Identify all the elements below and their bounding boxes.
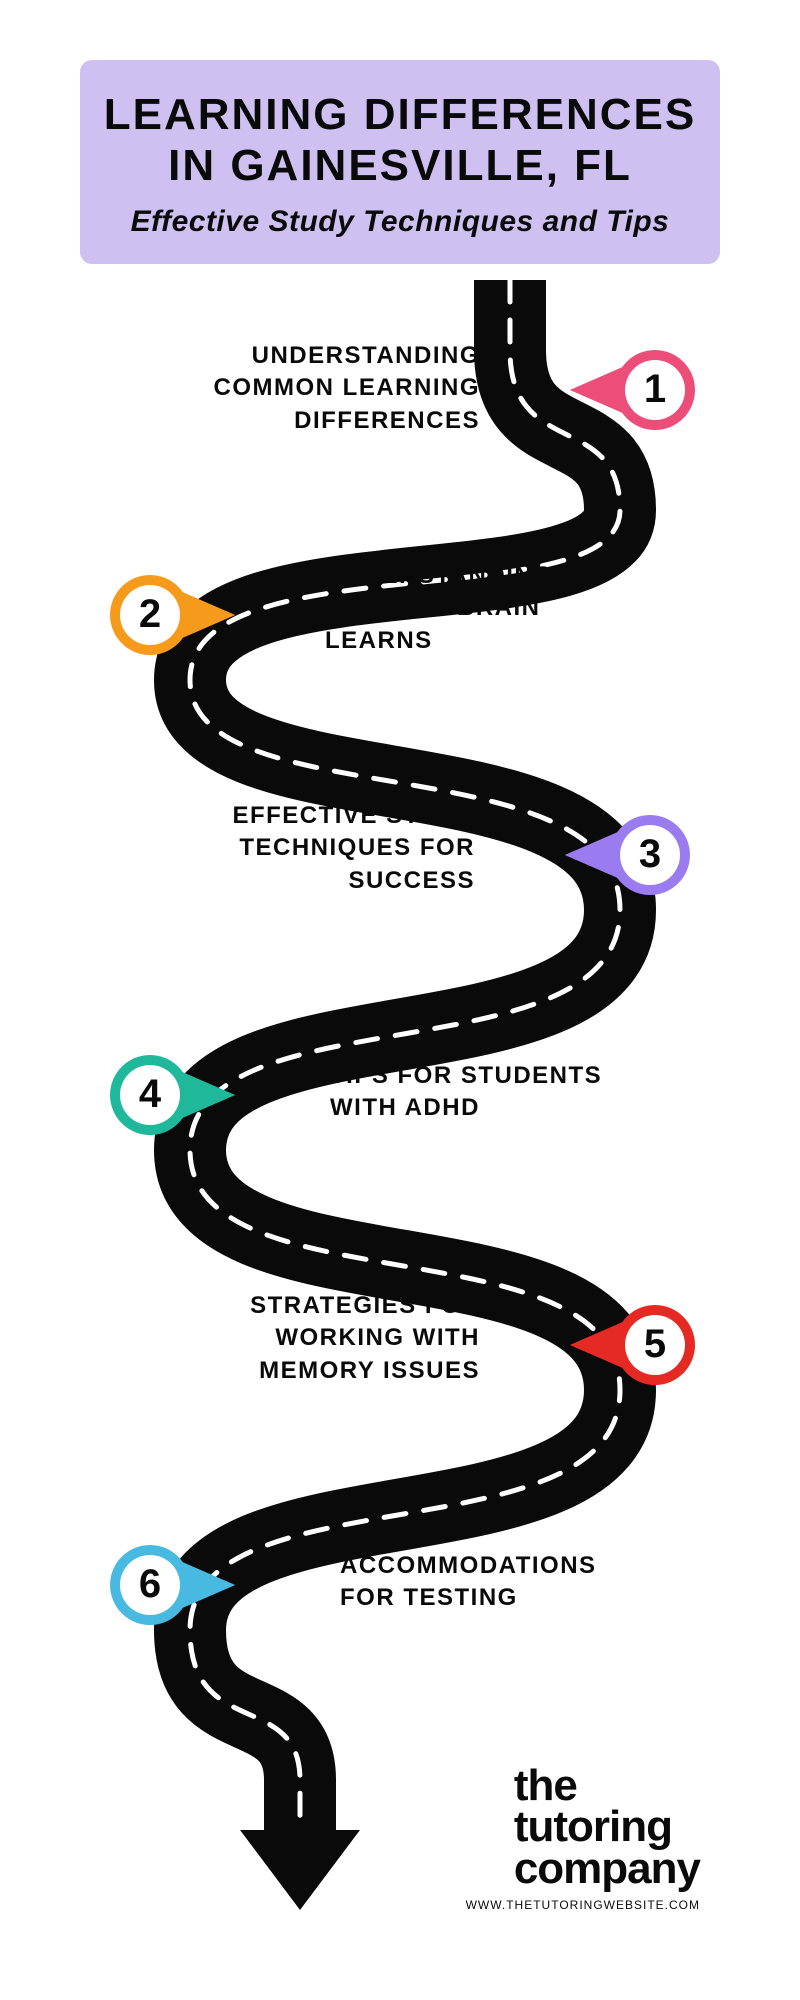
step-number: 3 bbox=[620, 832, 680, 877]
road-path bbox=[60, 40, 740, 1960]
step-number: 5 bbox=[625, 1322, 685, 1367]
brand-url: WWW.THETUTORINGWEBSITE.COM bbox=[466, 1898, 700, 1912]
brand-line: company bbox=[514, 1844, 700, 1893]
step-number: 6 bbox=[120, 1562, 180, 1607]
header-card: LEARNING DIFFERENCES IN GAINESVILLE, FL … bbox=[80, 60, 720, 264]
step-marker-3: 3 bbox=[555, 810, 695, 900]
step-label-4: TIPS FOR STUDENTS WITH ADHD bbox=[330, 1060, 620, 1125]
step-label-3: EFFECTIVE STUDY TECHNIQUES FOR SUCCESS bbox=[195, 800, 475, 897]
step-label-6: ACCOMMODATIONS FOR TESTING bbox=[340, 1550, 650, 1615]
page-subtitle: Effective Study Techniques and Tips bbox=[100, 205, 700, 239]
step-label-1: UNDERSTANDING COMMON LEARNING DIFFERENCE… bbox=[180, 340, 480, 437]
infographic-canvas: LEARNING DIFFERENCES IN GAINESVILLE, FL … bbox=[60, 40, 740, 1960]
step-number: 4 bbox=[120, 1072, 180, 1117]
brand-logo: the tutoring company bbox=[514, 1765, 700, 1890]
step-marker-6: 6 bbox=[105, 1540, 245, 1630]
page-title: LEARNING DIFFERENCES IN GAINESVILLE, FL bbox=[100, 90, 700, 191]
step-label-2: UNDERSTANDING HOW THE BRAIN LEARNS bbox=[325, 560, 605, 657]
step-marker-5: 5 bbox=[560, 1300, 700, 1390]
step-marker-1: 1 bbox=[560, 345, 700, 435]
step-number: 2 bbox=[120, 592, 180, 637]
step-number: 1 bbox=[625, 367, 685, 412]
step-label-5: STRATEGIES FOR WORKING WITH MEMORY ISSUE… bbox=[180, 1290, 480, 1387]
step-marker-4: 4 bbox=[105, 1050, 245, 1140]
step-marker-2: 2 bbox=[105, 570, 245, 660]
